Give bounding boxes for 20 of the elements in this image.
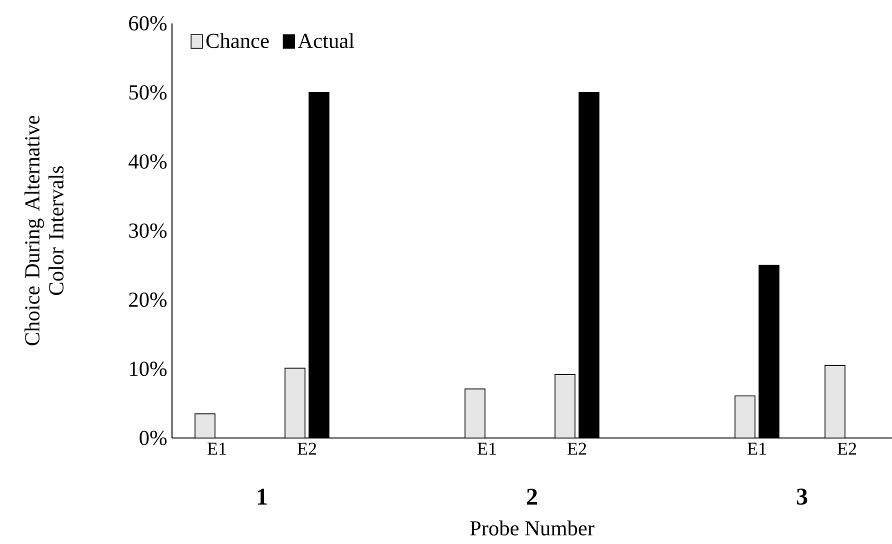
- x-tick-label: E2: [568, 442, 586, 455]
- text: 2: [527, 488, 537, 505]
- x-tick-label: E2: [838, 442, 856, 455]
- legend-label: Chance: [206, 33, 269, 48]
- y-tick-label: 20%: [129, 292, 167, 308]
- y-tick-label: 50%: [129, 85, 167, 100]
- y-tick-label: 10%: [130, 362, 167, 376]
- text: 3: [796, 488, 808, 505]
- y-tick-label: 30%: [129, 223, 167, 238]
- x-tick-label: E1: [478, 442, 496, 455]
- x-axis-title: Probe Number: [470, 520, 594, 536]
- text: 1: [258, 488, 267, 505]
- y-tick-label: 0%: [140, 430, 167, 446]
- y-tick-label: 40%: [128, 154, 167, 169]
- x-tick-label: E1: [748, 442, 766, 455]
- x-tick-label: E1: [208, 442, 226, 455]
- legend-label: Actual: [298, 33, 354, 48]
- y-axis-title: Choice During Alternative Color Intervals: [24, 116, 64, 346]
- y-tick-label: 60%: [129, 16, 167, 31]
- x-tick-label: E2: [298, 442, 316, 455]
